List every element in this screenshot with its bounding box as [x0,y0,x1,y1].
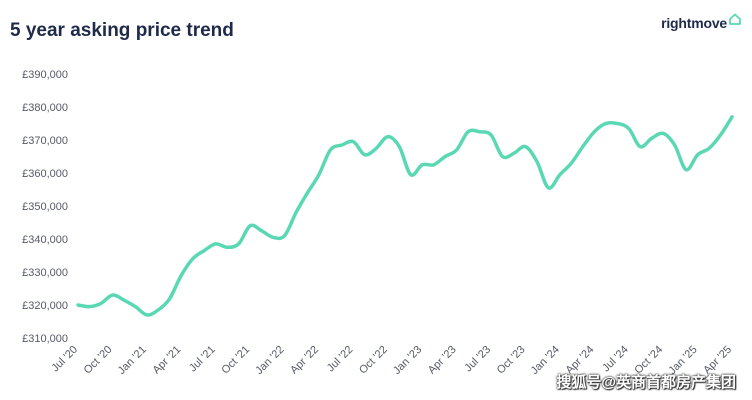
y-tick-label: £330,000 [22,267,68,279]
x-tick-label: Jul '23 [462,344,493,375]
y-axis: £310,000 £320,000 £330,000 £340,000 £350,000… [22,69,68,345]
series-line [76,115,734,317]
x-tick-label: Jul '20 [49,344,80,375]
x-tick-label: Oct '21 [219,344,252,377]
x-tick-label: Jul '24 [600,344,631,375]
y-tick-label: £360,000 [22,168,68,180]
x-tick-label: Jan '21 [116,344,149,377]
x-tick-label: Jul '21 [187,344,218,375]
x-tick-label: Jan '23 [391,344,424,377]
y-tick-label: £340,000 [22,234,68,246]
house-icon [729,13,741,25]
y-tick-label: £310,000 [22,333,68,345]
x-tick-label: Apr '21 [150,344,183,377]
y-tick-label: £370,000 [22,135,68,147]
x-tick-label: Apr '23 [426,344,459,377]
plot-area [76,115,734,317]
watermark: 搜狐号@英商首都房产集团 [556,374,736,391]
y-tick-label: £390,000 [22,69,68,81]
x-tick-label: Oct '23 [495,344,528,377]
x-tick-label: Jul '22 [325,344,356,375]
y-tick-label: £350,000 [22,201,68,213]
y-tick-label: £380,000 [22,102,68,114]
brand-name: rightmove [661,15,727,31]
chart-title: 5 year asking price trend [10,20,234,41]
brand-logo: rightmove [661,12,742,31]
x-tick-label: Oct '20 [82,344,115,377]
x-tick-label: Oct '22 [357,344,390,377]
y-tick-label: £320,000 [22,300,68,312]
x-tick-label: Jan '22 [253,344,286,377]
x-tick-label: Apr '22 [288,344,321,377]
